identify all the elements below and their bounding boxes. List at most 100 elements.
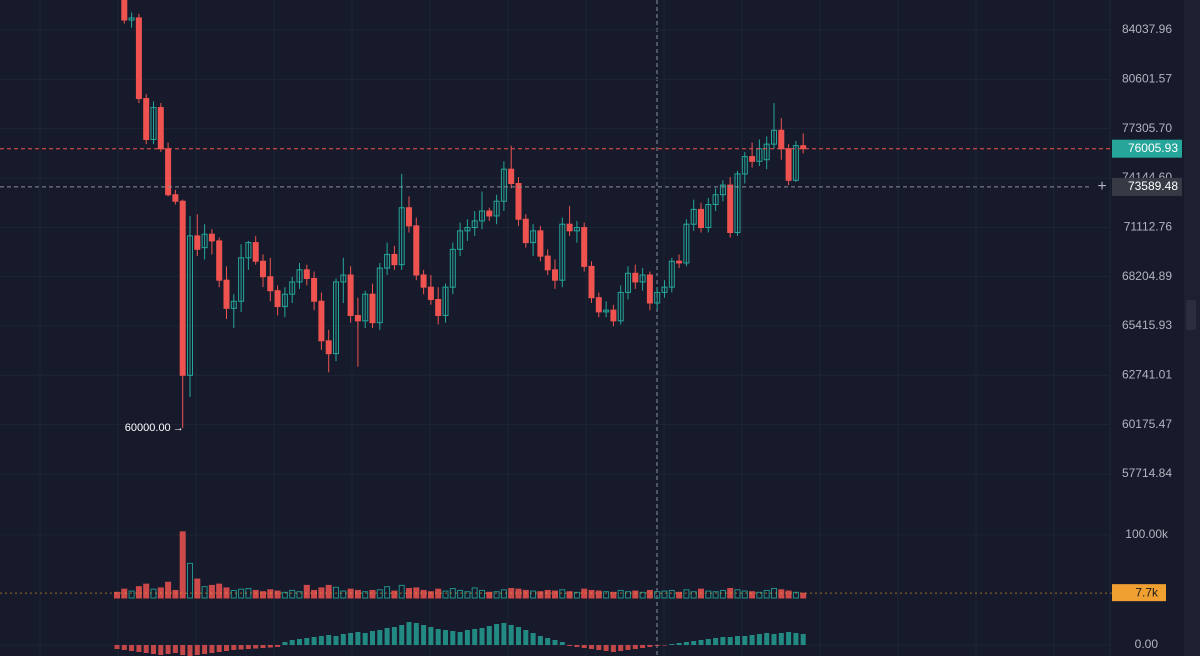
indicator-pane <box>114 622 806 656</box>
axis-labels: 84037.9680601.5777305.7074144.6071112.76… <box>0 22 1182 651</box>
indicator-bar <box>224 645 229 651</box>
indicator-bar <box>705 639 711 645</box>
low-annotation: 60000.00 <box>125 422 171 434</box>
candle-body <box>785 148 792 181</box>
candle-body <box>325 340 332 355</box>
indicator-bar <box>727 637 733 645</box>
indicator-bar <box>501 623 507 645</box>
candle-body <box>537 230 544 257</box>
volume-bar <box>610 591 617 599</box>
indicator-bar <box>742 636 748 645</box>
indicator-bar <box>370 631 375 645</box>
indicator-bar <box>472 629 478 645</box>
candle-body <box>654 291 661 304</box>
candle-body <box>376 267 383 324</box>
indicator-bar <box>713 638 719 645</box>
indicator-bar <box>771 634 777 645</box>
candle-body <box>223 279 230 309</box>
candle-body <box>471 220 478 229</box>
candle-body <box>763 143 770 161</box>
volume-bar <box>376 589 383 599</box>
candle-body <box>625 272 631 293</box>
last-price-label: 76005.93 <box>1128 141 1178 155</box>
volume-bar <box>749 591 756 599</box>
side-handle[interactable] <box>1186 300 1196 330</box>
candle-body <box>741 156 748 175</box>
indicator-bar <box>523 630 529 645</box>
y-tick-label: 71112.76 <box>1124 219 1173 233</box>
volume-bar <box>719 589 726 599</box>
volume-bar <box>274 590 281 599</box>
candle-body <box>216 240 223 281</box>
indicator-bar <box>720 637 726 645</box>
indicator-bar <box>669 644 675 645</box>
indicator-bar <box>443 630 448 645</box>
indicator-bar <box>187 645 193 656</box>
candle-body <box>508 168 515 184</box>
volume-bar <box>398 584 405 599</box>
candle-body <box>179 200 186 376</box>
indicator-bar <box>231 645 237 650</box>
volume-bar <box>552 590 558 599</box>
volume-bar <box>442 590 449 599</box>
indicator-bar <box>289 640 295 645</box>
crosshair-label: 73589.48 <box>1128 179 1178 193</box>
volume-bar <box>281 591 288 599</box>
volume-bar <box>559 589 566 599</box>
y-tick-label: 77305.70 <box>1122 121 1172 135</box>
last-price-box <box>1112 139 1182 158</box>
candle-body <box>581 227 588 267</box>
indicator-bar <box>253 645 259 649</box>
indicator-bar <box>457 632 463 645</box>
candle-body <box>588 265 595 299</box>
volume-bar <box>522 589 529 599</box>
indicator-bar <box>552 640 558 645</box>
candle-body <box>267 276 274 292</box>
candle-body <box>668 260 675 288</box>
y-tick-label: 84037.96 <box>1122 22 1172 36</box>
candle-body <box>187 235 193 376</box>
indicator-bar <box>275 645 281 647</box>
volume-bar <box>340 590 347 599</box>
candle-body <box>771 129 777 145</box>
indicator-bar <box>326 635 332 645</box>
candle-body <box>595 297 602 313</box>
candle-body <box>354 314 361 322</box>
indicator-bar <box>172 645 178 653</box>
indicator-bar <box>158 645 164 655</box>
y-tick-label: 80601.57 <box>1122 72 1172 86</box>
indicator-bar <box>654 645 660 646</box>
candle-body <box>274 290 281 308</box>
indicator-bar <box>662 645 667 646</box>
candle-body <box>646 274 653 304</box>
indicator-bar <box>559 642 565 645</box>
volume-bar <box>668 589 675 599</box>
volume-bar <box>267 589 274 599</box>
indicator-bar <box>136 645 142 652</box>
candle-body <box>435 298 442 316</box>
candle-body <box>705 203 712 229</box>
candle-body <box>157 107 164 150</box>
candle-body <box>493 200 500 217</box>
candle-body <box>712 194 719 205</box>
candle-body <box>289 281 296 295</box>
indicator-bar <box>202 645 208 654</box>
indicator-bar <box>589 645 594 649</box>
candle-body <box>778 129 785 150</box>
indicator-bar <box>764 633 770 645</box>
candle-body <box>464 227 471 232</box>
candle-body <box>734 173 741 234</box>
volume-bar <box>296 591 303 599</box>
volume-last-label: 7.7k <box>1135 585 1159 599</box>
volume-bar <box>530 590 537 599</box>
indicator-bar <box>297 639 302 645</box>
candle-body <box>150 107 157 140</box>
candle-body <box>727 184 734 234</box>
indicator-bar <box>567 645 573 646</box>
volume-bar <box>362 591 369 599</box>
volume-bar <box>384 586 391 599</box>
candle-body <box>792 145 799 181</box>
volume-bar <box>128 590 135 599</box>
candle-body <box>530 230 537 244</box>
